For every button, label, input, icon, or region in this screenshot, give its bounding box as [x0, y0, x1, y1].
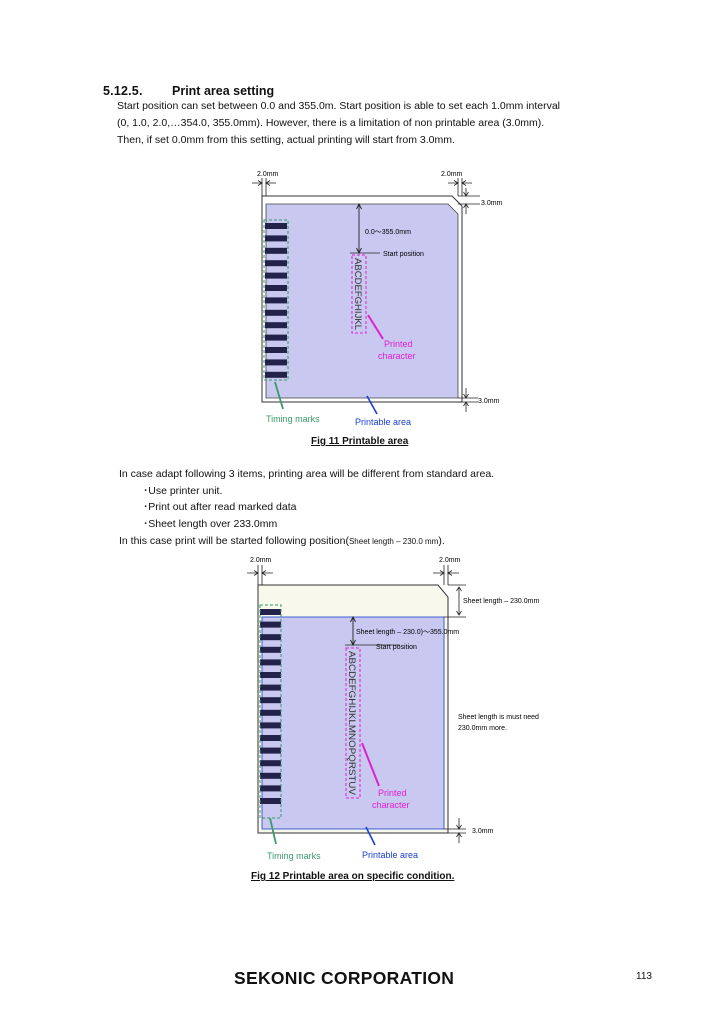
conditions-outro-main: In this case print will be started follo…: [119, 535, 349, 547]
fig12-caption: Fig 12 Printable area on specific condit…: [251, 871, 455, 882]
timing-mark: [260, 722, 281, 729]
timing-mark: [265, 235, 287, 242]
fig11-printed-label-1: Printed: [384, 339, 413, 349]
section-number: 5.12.5.: [103, 84, 143, 98]
paragraph-line-1: Start position can set between 0.0 and 3…: [117, 100, 560, 112]
fig12-printed-label-2: character: [372, 800, 410, 810]
fig11-printed-chars: ABCDEFGHIJKL: [352, 258, 363, 330]
fig12-printed-label-1: Printed: [378, 788, 407, 798]
timing-mark: [260, 684, 281, 691]
fig12-sheet-length-label: Sheet length – 230.0mm: [463, 598, 539, 605]
fig12-note-1: Sheet length is must need: [458, 714, 539, 721]
timing-mark: [265, 285, 287, 291]
timing-mark: [265, 359, 287, 366]
timing-mark: [260, 735, 281, 741]
fig11-diagram: 2.0mm 2.0mm 3.0mm 3.0mm 0.0〜355.0mm Star…: [252, 171, 503, 427]
timing-mark: [260, 672, 281, 678]
fig11-dim-left: 2.0mm: [257, 171, 279, 178]
fig12-dim-right: 2.0mm: [439, 557, 461, 564]
condition-item-2: ･Print out after read marked data: [143, 501, 297, 513]
fig11-timing-label: Timing marks: [266, 414, 320, 424]
paragraph-line-2: (0, 1.0, 2.0,…354.0, 355.0mm). However, …: [117, 117, 545, 129]
timing-mark: [260, 747, 281, 754]
fig12-timing-label: Timing marks: [267, 851, 321, 861]
timing-mark: [260, 697, 281, 704]
timing-mark: [260, 785, 281, 792]
timing-mark: [260, 609, 281, 615]
timing-mark: [260, 621, 281, 628]
fig11-timing-box: [263, 219, 289, 381]
conditions-outro: In this case print will be started follo…: [119, 533, 445, 550]
timing-mark: [260, 634, 281, 641]
fig12-printable-label: Printable area: [362, 850, 418, 860]
fig12-timing-marks: [260, 609, 281, 804]
section-title: Print area setting: [172, 84, 275, 98]
timing-mark: [260, 709, 281, 716]
condition-item-3: ･Sheet length over 233.0mm: [143, 518, 278, 530]
fig12-dim-left: 2.0mm: [250, 557, 272, 564]
fig11-dim-bottom: 3.0mm: [478, 398, 500, 405]
fig11-range-label: 0.0〜355.0mm: [365, 229, 411, 236]
timing-mark: [265, 297, 287, 304]
footer-brand: SEKONIC CORPORATION: [234, 968, 455, 988]
timing-mark: [265, 247, 287, 254]
conditions-outro-end: ).: [438, 535, 445, 547]
fig11-printable-label: Printable area: [355, 417, 411, 427]
timing-mark: [260, 798, 281, 804]
timing-mark: [265, 309, 287, 316]
timing-mark: [260, 659, 281, 666]
fig11-caption: Fig 11 Printable area: [311, 436, 409, 447]
fig11-printable-area: [265, 203, 459, 399]
fig12-note-2: 230.0mm more.: [458, 725, 507, 732]
timing-mark: [260, 646, 281, 653]
timing-mark: [265, 322, 287, 329]
timing-mark: [265, 371, 287, 378]
fig12-range-label: Sheet length – 230.0)〜355.0mm: [356, 629, 459, 636]
timing-mark: [265, 334, 287, 341]
fig12-dim-bottom: 3.0mm: [472, 828, 494, 835]
timing-mark: [265, 260, 287, 267]
fig12-diagram: 2.0mm 2.0mm Sheet length – 230.0mm Sheet…: [247, 557, 539, 861]
timing-mark: [260, 760, 281, 767]
fig12-start-label: Start position: [376, 644, 417, 651]
paragraph-line-3: Then, if set 0.0mm from this setting, ac…: [117, 134, 455, 146]
fig12-printable-area: [261, 616, 445, 830]
page-number: 113: [636, 971, 652, 982]
conditions-intro: In case adapt following 3 items, printin…: [119, 468, 495, 480]
fig11-dim-top: 3.0mm: [481, 200, 503, 207]
fig12-timing-box: [259, 604, 282, 819]
fig11-dim-right: 2.0mm: [441, 171, 463, 178]
condition-item-1: ･Use printer unit.: [143, 485, 223, 497]
fig11-start-label: Start position: [383, 251, 424, 258]
fig12-printed-chars: ABCDEFGHIJKLMNOPQRSTUV: [346, 651, 357, 796]
timing-mark: [265, 223, 287, 229]
fig11-printed-label-2: character: [378, 351, 416, 361]
conditions-outro-small: Sheet length – 230.0 mm: [348, 537, 439, 546]
timing-mark: [265, 272, 287, 279]
fig11-timing-marks: [265, 223, 287, 378]
timing-mark: [260, 772, 281, 779]
timing-mark: [265, 347, 287, 353]
